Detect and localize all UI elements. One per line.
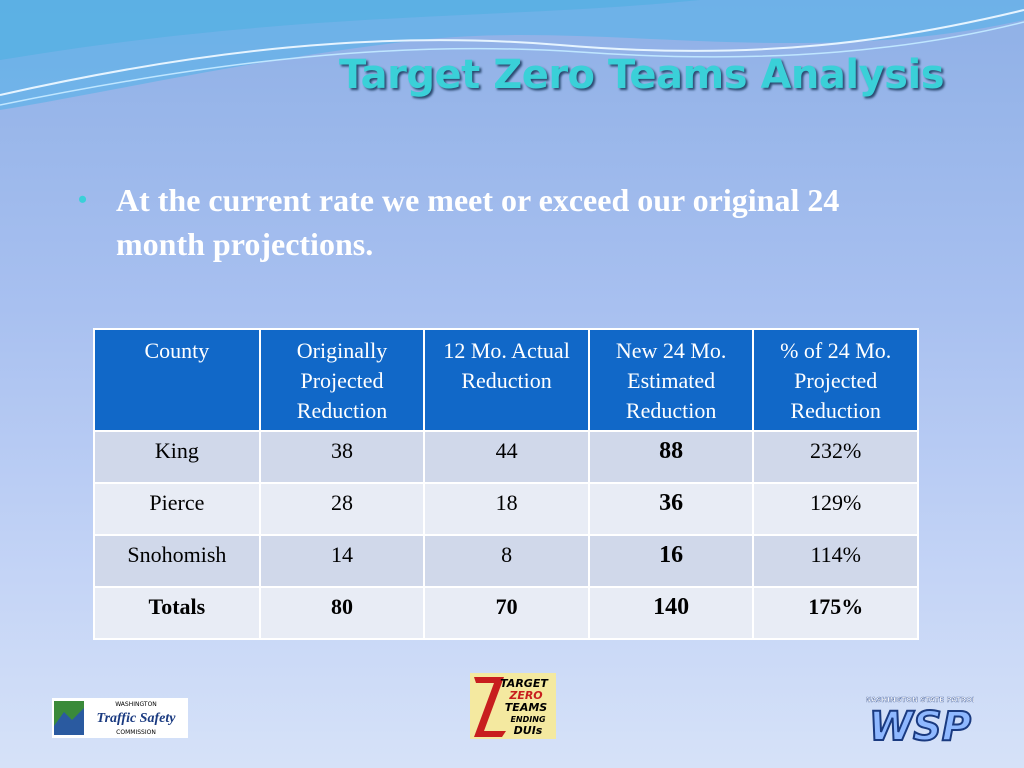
traffic-safety-logo: WASHINGTON Traffic Safety COMMISSION	[52, 698, 188, 738]
logo-text: Traffic Safety	[97, 711, 177, 726]
logo-text: TEAMS	[505, 701, 547, 714]
logo-text: ZERO	[508, 689, 542, 702]
table-row: Snohomish 14 8 16 114%	[93, 534, 919, 588]
table-cell: 80	[258, 586, 426, 640]
header-cell: % of 24 Mo. Projected Reduction	[752, 328, 919, 432]
table-row: Totals 80 70 140 175%	[93, 586, 919, 640]
logo-text: WSP	[869, 704, 971, 746]
table-cell: Totals	[93, 586, 261, 640]
slide-title: Target Zero Teams Analysis	[339, 52, 944, 98]
table-cell: 44	[423, 430, 590, 484]
table-cell: 129%	[752, 482, 919, 536]
bullet: At the current rate we meet or exceed ou…	[78, 178, 858, 266]
table-cell: 18	[423, 482, 590, 536]
logo-text: TARGET	[500, 677, 549, 690]
table-cell: 232%	[752, 430, 919, 484]
header-row: County Originally Projected Reduction 12 M…	[93, 328, 919, 432]
table-cell: 70	[423, 586, 590, 640]
header-cell: New 24 Mo. Estimated Reduction	[587, 328, 755, 432]
table-cell: Snohomish	[93, 534, 261, 588]
logo-text: WASHINGTON STATE PATROL	[866, 696, 974, 704]
logo-text: ENDING	[510, 715, 545, 724]
header-cell: Originally Projected Reduction	[258, 328, 426, 432]
logo-text: DUIs	[514, 724, 543, 737]
table-row: King 38 44 88 232%	[93, 430, 919, 484]
table-cell: 38	[258, 430, 426, 484]
table-cell: 114%	[752, 534, 919, 588]
logo-text: WASHINGTON	[115, 701, 157, 708]
table-cell: 28	[258, 482, 426, 536]
header-cell: County	[93, 328, 261, 432]
table-cell: 14	[258, 534, 426, 588]
table-cell: 88	[587, 430, 755, 484]
target-zero-logo: TARGET ZERO TEAMS ENDING DUIs	[470, 673, 556, 739]
table-cell: King	[93, 430, 261, 484]
table-cell: Pierce	[93, 482, 261, 536]
wsp-logo: WASHINGTON STATE PATROL WSP	[866, 696, 974, 746]
logo-text: COMMISSION	[116, 729, 156, 736]
data-table: County Originally Projected Reduction 12 M…	[93, 328, 919, 640]
table-cell: 140	[587, 586, 755, 640]
table-cell: 175%	[752, 586, 919, 640]
wave-decoration	[0, 0, 1024, 110]
table-cell: 36	[587, 482, 755, 536]
table-cell: 16	[587, 534, 755, 588]
table-row: Pierce 28 18 36 129%	[93, 482, 919, 536]
table-cell: 8	[423, 534, 590, 588]
bullet-list: At the current rate we meet or exceed ou…	[78, 178, 858, 266]
header-cell: 12 Mo. Actual Reduction	[423, 328, 590, 432]
